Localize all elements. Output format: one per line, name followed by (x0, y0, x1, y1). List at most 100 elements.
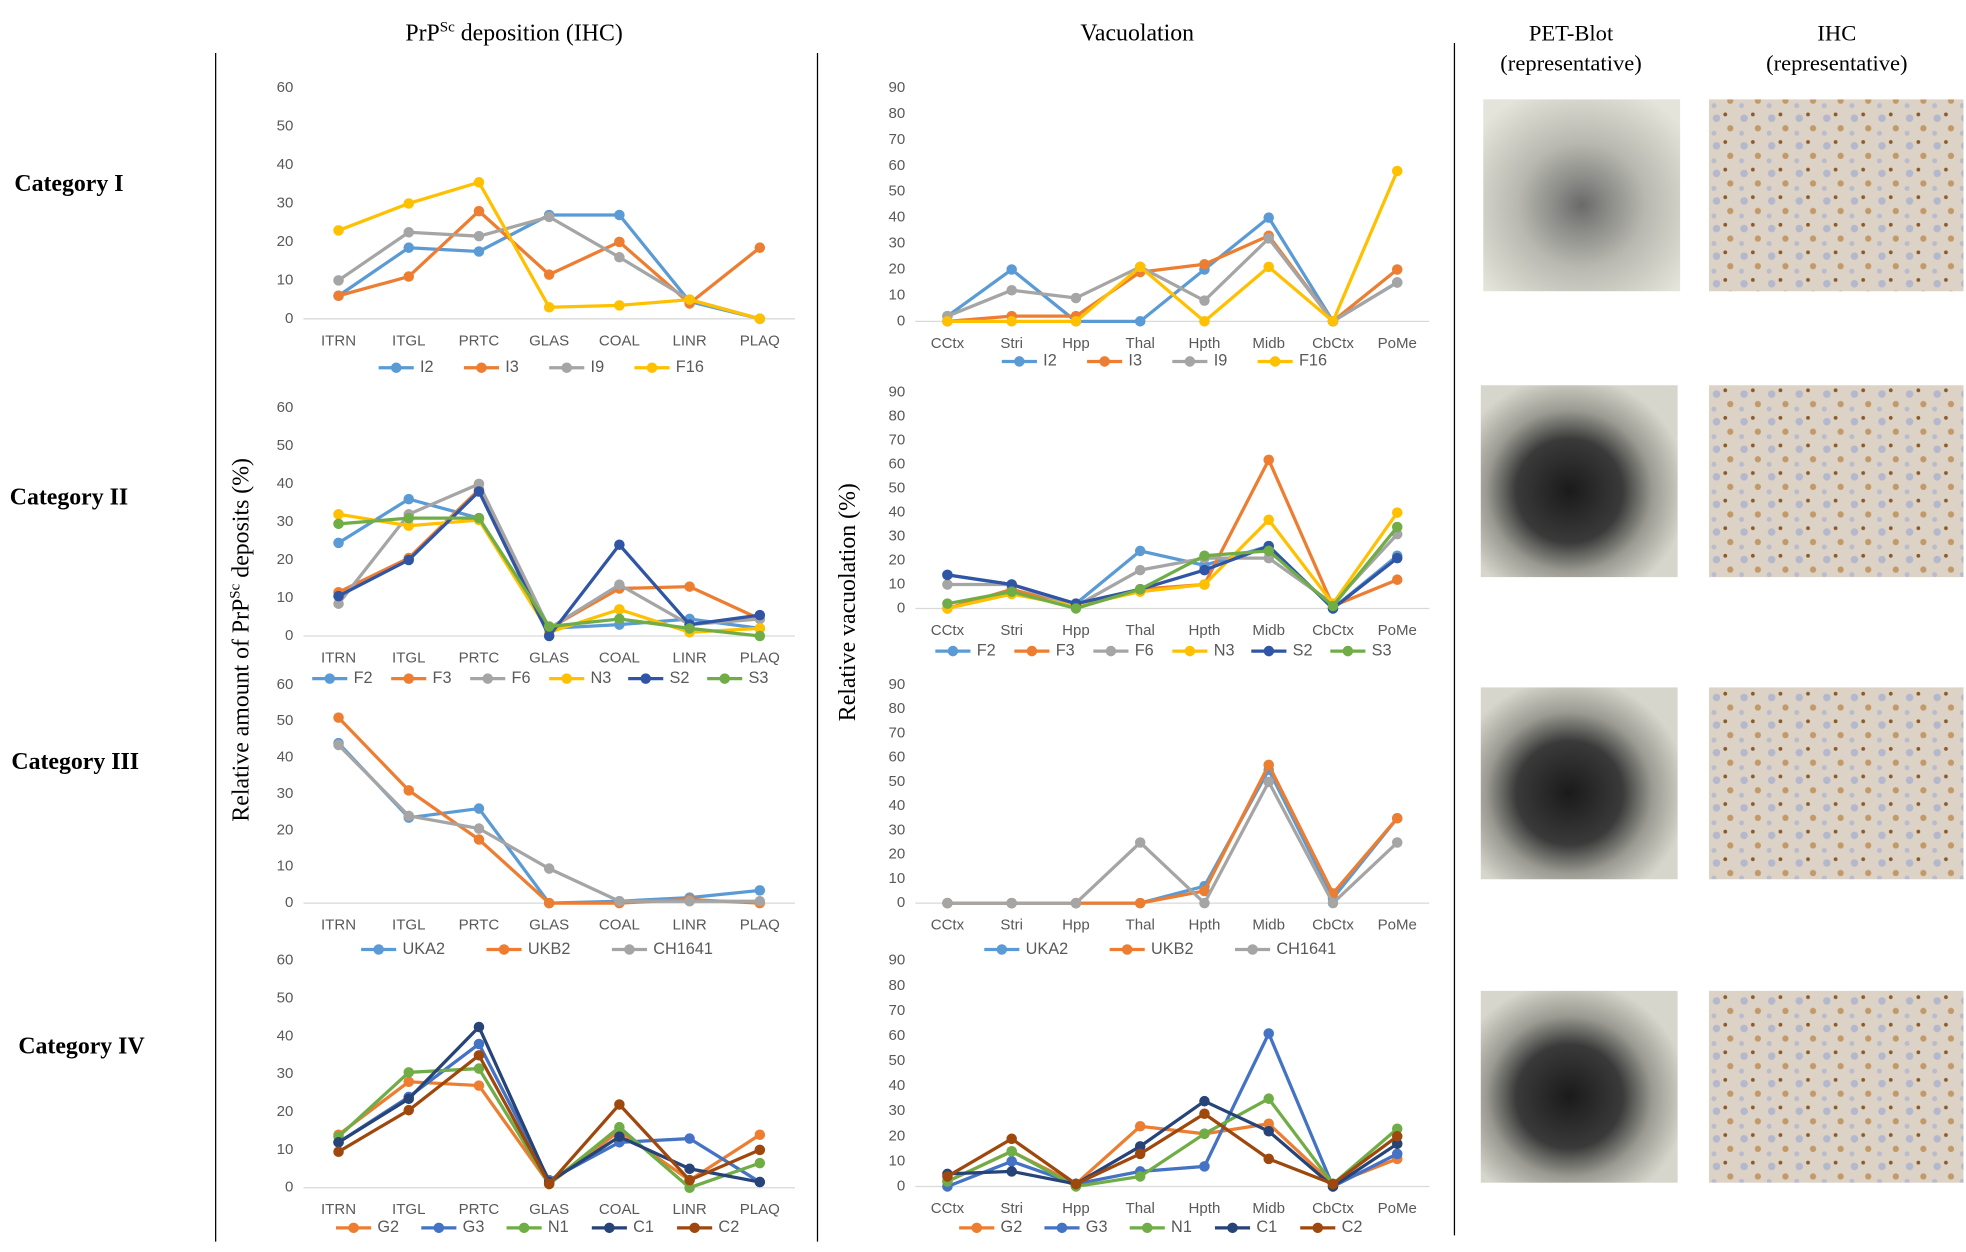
data-point (403, 512, 415, 524)
x-tick-label: Thal (1126, 622, 1155, 639)
data-point (473, 834, 485, 845)
data-point (942, 598, 953, 609)
data-point (614, 1121, 625, 1133)
data-point (473, 478, 485, 490)
legend-marker (390, 362, 402, 373)
y-tick-label: 0 (897, 599, 905, 616)
data-point (1263, 1118, 1274, 1130)
data-point (1134, 1121, 1146, 1132)
series-line (947, 778, 1399, 906)
data-point (473, 205, 485, 217)
data-point (473, 230, 485, 242)
y-tick-label: 10 (277, 271, 294, 288)
data-point (1263, 212, 1274, 223)
data-point (403, 1093, 415, 1105)
data-point (1391, 277, 1403, 288)
legend-marker (947, 645, 959, 657)
y-tick-label: 60 (277, 399, 294, 416)
legend-marker (348, 1222, 359, 1234)
data-point (1006, 1146, 1017, 1157)
data-point (403, 810, 415, 822)
data-point (1391, 507, 1403, 518)
column-title: PrPSc deposition (IHC) (405, 20, 622, 47)
data-point (754, 896, 766, 907)
legend-label: N1 (548, 1218, 569, 1236)
data-point (1263, 1153, 1274, 1165)
data-point (684, 1174, 695, 1186)
x-tick-label: PoMe (1378, 335, 1417, 352)
y-tick-label: 0 (897, 1177, 905, 1194)
x-tick-label: COAL (599, 917, 640, 934)
x-tick-label: ITRN (321, 917, 356, 934)
y-tick-label: 40 (889, 1077, 906, 1094)
series-line (947, 761, 1399, 905)
x-tick-label: ITGL (392, 332, 425, 349)
data-point (754, 623, 766, 634)
legend-marker (719, 673, 730, 684)
y-tick-label: 30 (889, 1102, 906, 1119)
legend-marker (624, 944, 635, 955)
y-tick-label: 0 (285, 627, 293, 644)
legend-label: I3 (505, 358, 519, 376)
y-tick-label: 10 (889, 870, 906, 887)
data-point (1199, 1128, 1210, 1140)
ihc-image (1708, 687, 1964, 880)
legend-label: G2 (377, 1218, 399, 1236)
data-point (1263, 776, 1274, 788)
chart: 0 10 20 30 40 50 60 70 80 90 CCtx Stri Hpp Thal Hpth Mi… (889, 676, 1430, 958)
data-point (1391, 521, 1403, 533)
y-tick-label: 0 (897, 312, 905, 329)
x-tick-label: CbCtx (1312, 335, 1354, 352)
legend-marker (1121, 944, 1133, 955)
legend-label: I2 (420, 358, 434, 376)
y-tick-label: 80 (889, 700, 906, 717)
y-tick-label: 40 (277, 1027, 294, 1044)
data-point (1134, 837, 1146, 848)
y-tick-label: 70 (889, 432, 906, 449)
data-point (614, 1099, 625, 1110)
data-point (543, 621, 555, 632)
legend-label: G3 (1086, 1218, 1108, 1236)
chart: 0 10 20 30 40 50 60 ITRN ITGL PRTC GLAS COAL LINR PLA… (277, 79, 795, 376)
data-point (942, 1171, 953, 1182)
legend-marker (433, 1222, 445, 1234)
y-tick-label: 50 (889, 183, 906, 200)
legend-label: I9 (1214, 352, 1228, 370)
y-tick-label: 60 (889, 749, 906, 766)
series-line (946, 236, 1399, 324)
legend-label: I3 (1128, 352, 1142, 370)
column-title: (representative) (1500, 51, 1641, 76)
series-line (946, 1096, 1399, 1189)
label-part: Relative amount of PrP (228, 599, 254, 822)
data-point (1006, 264, 1017, 275)
legend-label: S3 (1372, 641, 1392, 659)
data-point (333, 598, 344, 609)
legend-label: G3 (463, 1218, 485, 1236)
legend-marker (1056, 1222, 1068, 1234)
legend-label: F3 (1056, 641, 1075, 659)
legend-marker (1342, 645, 1354, 657)
y-tick-label: 20 (277, 821, 294, 838)
data-point (333, 509, 344, 520)
data-point (543, 630, 555, 642)
legend-marker (1105, 645, 1117, 657)
data-point (543, 302, 555, 313)
data-point (543, 897, 555, 909)
data-point (754, 1176, 766, 1188)
legend-marker (1099, 356, 1110, 367)
data-point (403, 1104, 415, 1116)
y-tick-label: 20 (889, 260, 906, 277)
data-point (1199, 885, 1210, 897)
data-point (1134, 564, 1146, 576)
legend-marker (403, 673, 415, 684)
label-superscript: Sc (227, 583, 243, 598)
data-point (1327, 316, 1339, 327)
data-point (1070, 292, 1082, 304)
x-tick-label: Midb (1252, 622, 1285, 639)
data-point (1006, 1133, 1017, 1145)
data-point (1391, 574, 1403, 585)
data-point (333, 518, 344, 530)
series-line (947, 233, 1399, 324)
legend-label: N1 (1171, 1218, 1192, 1236)
legend-label: CH1641 (653, 940, 713, 958)
